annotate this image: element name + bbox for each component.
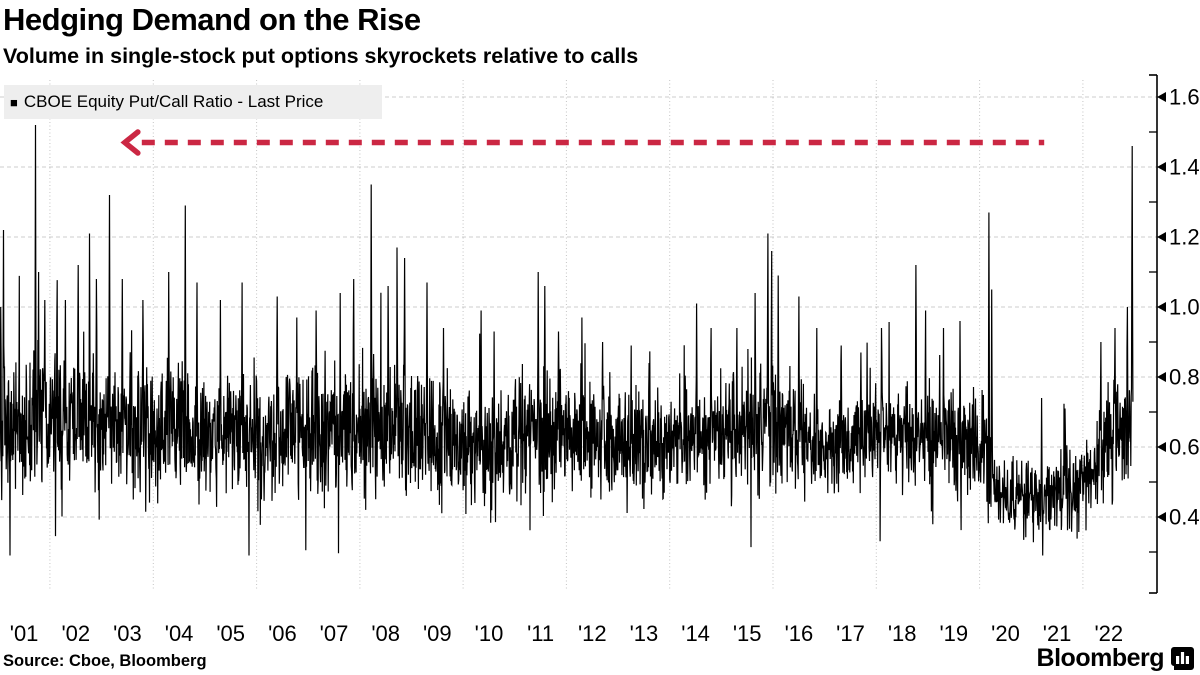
y-tick-label: 0.8	[1169, 365, 1200, 390]
x-tick-label: '22	[1094, 621, 1123, 646]
source-attribution: Source: Cboe, Bloomberg	[3, 652, 207, 670]
legend: ■ CBOE Equity Put/Call Ratio - Last Pric…	[4, 85, 382, 119]
x-tick-label: '01	[10, 621, 39, 646]
x-tick-label: '04	[165, 621, 194, 646]
x-tick-label: '05	[216, 621, 245, 646]
legend-series-marker-icon: ■	[10, 94, 18, 110]
y-axis-major-tick	[1157, 442, 1166, 452]
x-tick-label: '11	[527, 621, 554, 646]
x-tick-label: '19	[939, 621, 968, 646]
y-tick-label: 0.6	[1169, 435, 1200, 460]
y-axis-major-tick	[1157, 512, 1166, 522]
x-tick-label: '20	[991, 621, 1020, 646]
x-tick-label: '16	[785, 621, 814, 646]
y-tick-label: 1.6	[1169, 85, 1200, 110]
x-tick-label: '18	[888, 621, 917, 646]
series-path	[0, 124, 1134, 556]
x-tick-label: '06	[268, 621, 297, 646]
y-tick-label: 1.4	[1169, 155, 1200, 180]
chart-title: Hedging Demand on the Rise	[3, 2, 421, 37]
bloomberg-chart-bubble-icon	[1171, 647, 1194, 670]
y-axis-major-tick	[1157, 302, 1166, 312]
x-tick-label: '13	[630, 621, 659, 646]
bloomberg-wordmark: Bloomberg	[1036, 644, 1165, 672]
y-tick-label: 0.4	[1169, 505, 1200, 530]
y-axis-major-tick	[1157, 232, 1166, 242]
x-tick-label: '09	[423, 621, 452, 646]
y-axis-major-tick	[1157, 92, 1166, 102]
x-tick-label: '12	[578, 621, 607, 646]
arrowhead-left-icon	[120, 129, 141, 156]
y-axis-major-tick	[1157, 372, 1166, 382]
y-tick-label: 1.0	[1169, 295, 1200, 320]
x-tick-label: '10	[475, 621, 504, 646]
x-tick-label: '03	[113, 621, 142, 646]
y-tick-label: 1.2	[1169, 225, 1200, 250]
chart-subtitle: Volume in single-stock put options skyro…	[3, 44, 639, 68]
legend-series-label: CBOE Equity Put/Call Ratio - Last Price	[23, 92, 324, 111]
x-tick-label: '14	[681, 621, 710, 646]
x-tick-label: '15	[733, 621, 762, 646]
x-tick-label: '21	[1043, 621, 1072, 646]
x-tick-label: '07	[320, 621, 349, 646]
x-tick-label: '02	[61, 621, 90, 646]
y-axis-major-tick	[1157, 162, 1166, 172]
bloomberg-logo: Bloomberg	[1037, 644, 1194, 673]
x-tick-label: '08	[371, 621, 400, 646]
x-tick-label: '17	[836, 621, 865, 646]
